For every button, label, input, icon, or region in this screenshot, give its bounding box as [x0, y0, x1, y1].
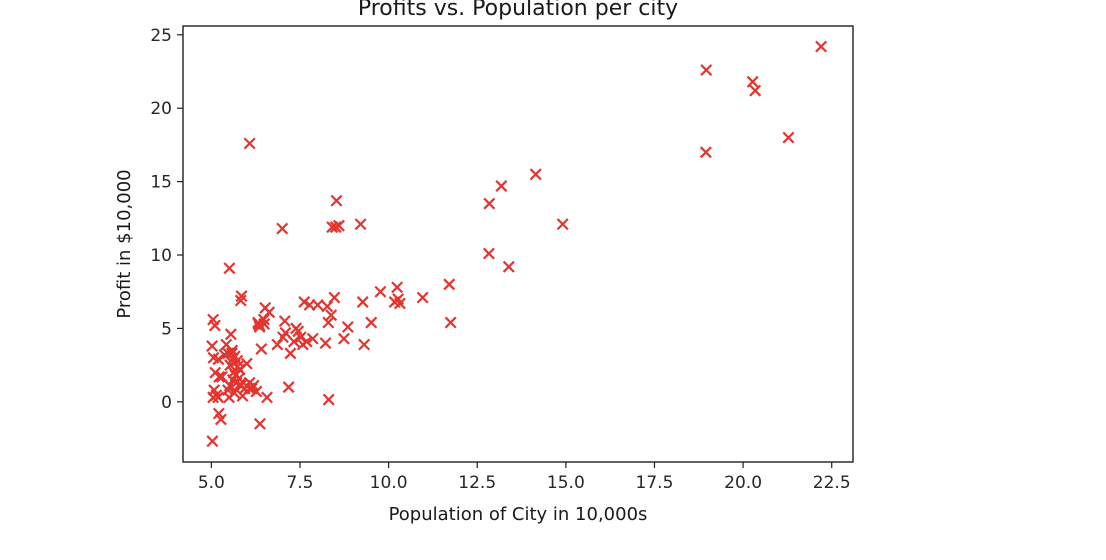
- x-tick-label: 15.0: [547, 473, 585, 493]
- data-point: [234, 378, 247, 391]
- data-point: [284, 347, 297, 360]
- data-point: [322, 393, 335, 406]
- data-point: [224, 359, 237, 372]
- data-point: [282, 381, 295, 394]
- data-point: [243, 137, 256, 150]
- x-tick-label: 17.5: [636, 473, 674, 493]
- data-point: [322, 316, 335, 329]
- data-point: [325, 309, 338, 322]
- data-point: [337, 332, 350, 345]
- data-point: [214, 413, 227, 426]
- x-tick-label: 20.0: [724, 473, 762, 493]
- scatter-marks: [206, 40, 828, 448]
- data-point: [294, 331, 307, 344]
- y-tick-label: 10: [150, 246, 172, 266]
- x-tick-label: 7.5: [286, 473, 313, 493]
- data-point: [700, 64, 713, 77]
- data-point: [255, 342, 268, 355]
- data-point: [206, 435, 219, 448]
- data-point: [443, 278, 456, 291]
- data-point: [329, 221, 342, 234]
- data-point: [212, 391, 225, 404]
- data-point: [208, 384, 221, 397]
- plot-frame: [182, 25, 854, 463]
- data-point: [699, 146, 712, 159]
- data-point: [263, 306, 276, 319]
- data-point: [319, 337, 332, 350]
- data-point: [321, 300, 334, 313]
- data-point: [227, 373, 239, 386]
- y-tick-label: 25: [150, 26, 172, 46]
- x-tick-label: 10.0: [370, 473, 408, 493]
- x-axis-ticks: 5.0 7.5 10.0 12.5 15.0 17.5 20.0 22.5: [198, 462, 851, 493]
- data-point: [365, 316, 378, 329]
- data-point: [208, 319, 221, 332]
- data-point: [243, 382, 256, 395]
- data-point: [482, 247, 495, 260]
- data-point: [235, 290, 248, 303]
- data-point: [231, 354, 244, 367]
- data-point: [782, 131, 795, 144]
- y-tick-label: 20: [150, 99, 172, 119]
- data-point: [222, 347, 234, 360]
- x-tick-label: 12.5: [458, 473, 496, 493]
- data-point: [233, 363, 246, 376]
- data-point: [306, 332, 319, 345]
- data-point: [253, 417, 266, 430]
- data-point: [261, 391, 273, 404]
- data-point: [393, 297, 406, 310]
- x-tick-label: 5.0: [198, 473, 225, 493]
- y-axis-label: Profit in $10,000: [114, 169, 135, 318]
- data-point: [483, 197, 496, 210]
- data-point: [223, 262, 236, 275]
- data-point: [328, 291, 341, 304]
- data-point: [746, 75, 759, 88]
- data-point: [279, 326, 292, 339]
- data-point: [224, 328, 237, 341]
- data-point: [416, 291, 429, 304]
- chart-title: Profits vs. Population per city: [358, 0, 678, 21]
- y-tick-label: 15: [150, 173, 172, 193]
- data-point: [354, 218, 367, 231]
- data-point: [330, 194, 343, 207]
- data-point: [276, 222, 289, 235]
- y-tick-label: 0: [161, 393, 172, 413]
- data-point: [749, 84, 762, 97]
- data-point: [212, 353, 225, 366]
- y-tick-label: 5: [161, 319, 172, 339]
- x-axis-label: Population of City in 10,000s: [389, 504, 648, 525]
- data-point: [333, 219, 345, 232]
- data-point: [278, 315, 291, 328]
- data-point: [206, 340, 219, 353]
- data-point: [213, 370, 226, 383]
- data-point: [556, 218, 569, 231]
- data-point: [815, 40, 828, 53]
- data-point: [391, 281, 404, 294]
- data-point: [223, 379, 236, 392]
- data-point: [250, 385, 263, 398]
- data-point: [253, 320, 266, 333]
- data-point: [271, 338, 284, 351]
- data-point: [502, 260, 515, 273]
- data-point: [234, 294, 247, 307]
- data-point: [341, 320, 354, 333]
- data-point: [300, 335, 313, 348]
- data-point: [356, 296, 369, 308]
- data-point: [358, 338, 371, 351]
- data-point: [311, 298, 324, 311]
- data-point: [257, 313, 270, 326]
- data-point: [529, 168, 542, 181]
- data-point: [374, 285, 387, 298]
- x-tick-label: 22.5: [813, 473, 851, 493]
- data-point: [495, 180, 508, 192]
- data-point: [444, 316, 457, 329]
- y-axis-ticks: 0 5 10 15 20 25: [150, 26, 183, 413]
